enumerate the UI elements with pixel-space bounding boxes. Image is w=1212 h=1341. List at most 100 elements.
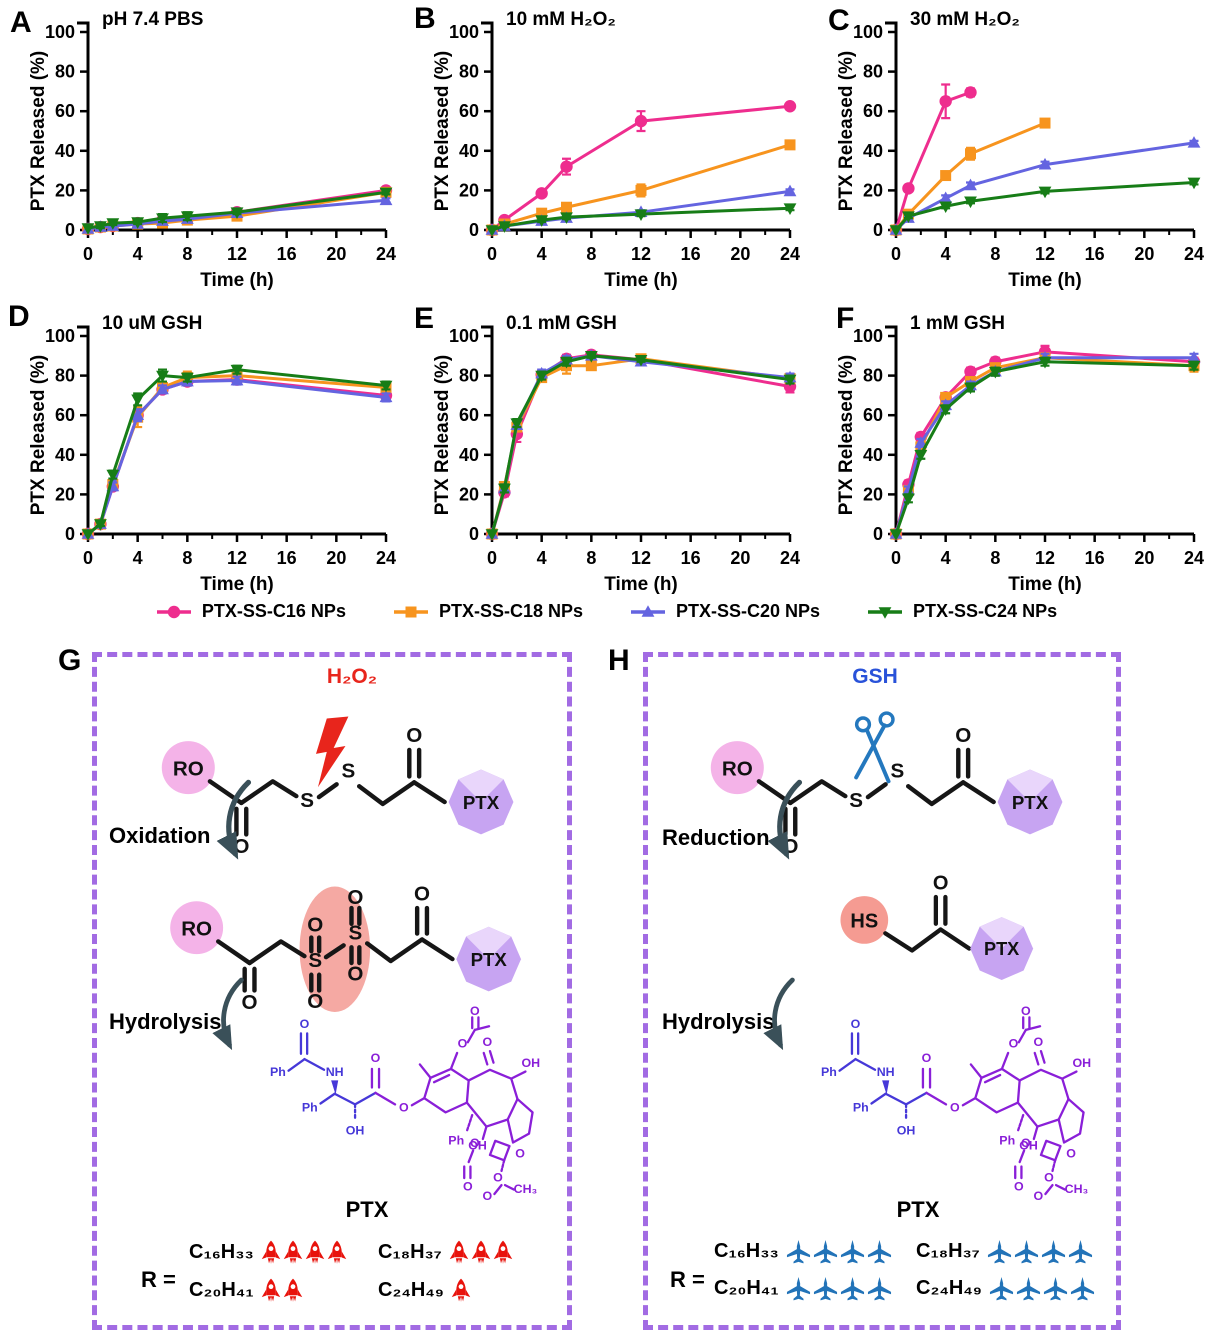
plane-icon [1041, 1239, 1065, 1264]
legend-label: PTX-SS-C18 NPs [438, 601, 583, 621]
tick-labels: 0 20 40 60 80 100 0 4 8 12 16 20 24 1 mM GSH Time (h) P… [836, 313, 1204, 595]
ptx-molecule-h [819, 1005, 1092, 1202]
svg-text:24: 24 [376, 244, 396, 264]
legend-marker-square-icon [393, 606, 428, 617]
svg-text:100: 100 [45, 326, 75, 346]
hydrolysis-label-g: Hydrolysis [109, 1009, 222, 1034]
plane-icon [989, 1276, 1013, 1301]
svg-text:24: 24 [376, 548, 396, 568]
svg-text:20: 20 [730, 548, 750, 568]
r-group: C₂₄H₄₉ [378, 1277, 559, 1303]
x-axis-label: Time (h) [200, 270, 274, 291]
svg-text:12: 12 [1035, 548, 1055, 568]
panel-h-box: GSH Reduction HS O PTX Hydrolysis [643, 652, 1121, 1330]
series-2 [485, 349, 797, 539]
svg-text:4: 4 [537, 244, 547, 264]
svg-text:16: 16 [277, 548, 297, 568]
tick-labels: 0 20 40 60 80 100 0 4 8 12 16 20 24 10 mM H₂O₂ Time (h… [432, 9, 800, 291]
svg-text:40: 40 [459, 445, 479, 465]
svg-text:S: S [308, 949, 322, 972]
ticks [80, 30, 388, 238]
svg-text:16: 16 [681, 244, 701, 264]
sulfone-structure: RO O S O O S O O O PTX [170, 882, 522, 1012]
y-axis-label: PTX Released (%) [432, 51, 453, 212]
oxidation-label: Oxidation [109, 823, 211, 848]
chart-title: 0.1 mM GSH [506, 313, 617, 334]
svg-text:O: O [414, 882, 430, 905]
scissors-icon [854, 711, 895, 784]
svg-text:S: S [349, 921, 363, 944]
x-axis-label: Time (h) [1008, 270, 1082, 291]
tick-labels: 0 20 40 60 80 100 0 4 8 12 16 20 24 30 mM H₂O₂ Time (h… [836, 9, 1204, 291]
series-1 [890, 352, 1200, 540]
series-3 [889, 356, 1201, 541]
x-axis-label: Time (h) [1008, 574, 1082, 595]
svg-text:0: 0 [487, 548, 497, 568]
panel-letter-b: B [414, 2, 436, 35]
svg-text:40: 40 [863, 445, 883, 465]
svg-text:80: 80 [55, 62, 75, 82]
chart-panel-f: 0 20 40 60 80 100 0 4 8 12 16 20 24 1 mM GSH Time (h) P… [836, 306, 1210, 598]
svg-text:100: 100 [449, 22, 479, 42]
series-1 [82, 368, 392, 540]
svg-text:8: 8 [182, 548, 192, 568]
rocket-icon [327, 1240, 346, 1264]
rocket-icon [493, 1240, 513, 1264]
plane-icon [1014, 1239, 1038, 1264]
svg-text:60: 60 [55, 405, 75, 425]
r-group: C₂₀H₄₁ [189, 1277, 370, 1303]
svg-text:0: 0 [65, 220, 75, 240]
series-2 [81, 373, 393, 539]
series-3 [485, 203, 797, 237]
r-group: C₁₈H₃₇ [378, 1239, 559, 1265]
plane-icon [1070, 1276, 1094, 1301]
rocket-icon [451, 1278, 471, 1302]
rocket-icon [283, 1240, 302, 1264]
y-axis-label: PTX Released (%) [432, 355, 453, 516]
svg-text:20: 20 [55, 484, 75, 504]
hs-group-circle [840, 896, 889, 944]
plane-icon [840, 1239, 864, 1264]
svg-text:4: 4 [133, 548, 143, 568]
svg-text:O: O [347, 886, 363, 909]
ticks [888, 334, 1196, 542]
panel-letter-g: G [58, 644, 82, 677]
rocket-icon [261, 1240, 280, 1264]
svg-text:20: 20 [1134, 548, 1154, 568]
svg-text:O: O [242, 991, 258, 1012]
panel-letter-d: D [8, 300, 30, 333]
svg-text:O: O [307, 990, 323, 1012]
svg-text:0: 0 [891, 548, 901, 568]
svg-text:20: 20 [1134, 244, 1154, 264]
chart-svg-A: 0 20 40 60 80 100 0 4 8 12 16 20 24 pH 7.4 PBS Time (h… [28, 9, 396, 291]
plane-icon [867, 1276, 891, 1301]
chart-svg-F: 0 20 40 60 80 100 0 4 8 12 16 20 24 1 mM GSH Time (h) P… [836, 313, 1204, 595]
chart-title: 1 mM GSH [910, 313, 1005, 334]
plane-icon [813, 1239, 837, 1264]
svg-text:20: 20 [863, 180, 883, 200]
chart-panel-a: 0 20 40 60 80 100 0 4 8 12 16 20 24 pH 7.4 PBS Time (h… [28, 2, 402, 294]
plane-icon [1043, 1276, 1067, 1301]
svg-text:100: 100 [853, 326, 883, 346]
svg-text:20: 20 [459, 484, 479, 504]
chart-panel-d: 0 20 40 60 80 100 0 4 8 12 16 20 24 10 uM GSH Time (h)… [28, 306, 402, 598]
svg-text:8: 8 [182, 244, 192, 264]
svg-text:80: 80 [863, 62, 883, 82]
svg-text:80: 80 [863, 366, 883, 386]
tick-labels: 0 20 40 60 80 100 0 4 8 12 16 20 24 0.1 mM GSH Time (h… [432, 313, 800, 595]
svg-text:20: 20 [459, 180, 479, 200]
arrow-hydrolysis-g-icon [211, 969, 251, 1063]
chart-title: 10 uM GSH [102, 313, 202, 334]
svg-text:12: 12 [631, 244, 651, 264]
rocket-icons [261, 1239, 347, 1265]
svg-text:RO: RO [181, 918, 212, 941]
series-0 [485, 348, 797, 541]
hydrolysis-label-h: Hydrolysis [662, 1009, 775, 1034]
plane-icon [813, 1276, 837, 1301]
y-axis-label: PTX Released (%) [836, 355, 857, 516]
chart-title: 30 mM H₂O₂ [910, 9, 1020, 30]
plane-icon [840, 1276, 864, 1301]
ticks [484, 30, 792, 238]
svg-text:8: 8 [586, 244, 596, 264]
svg-text:O: O [307, 914, 323, 937]
